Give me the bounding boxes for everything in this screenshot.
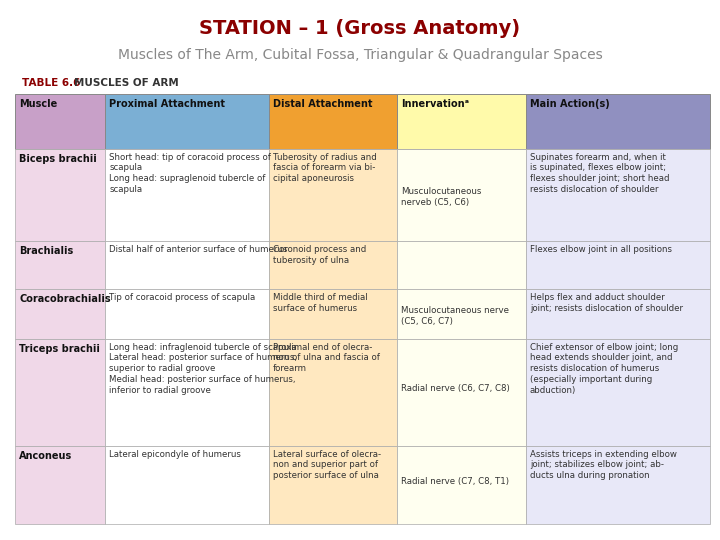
Text: Flexes elbow joint in all positions: Flexes elbow joint in all positions (530, 245, 672, 254)
Bar (15, 339, 105, 445)
Text: Short head: tip of coracoid process of
scapula
Long head: supraglenoid tubercle : Short head: tip of coracoid process of s… (109, 153, 271, 194)
Bar (397, 148, 526, 241)
Text: Assists triceps in extending elbow
joint; stabilizes elbow joint; ab-
ducts ulna: Assists triceps in extending elbow joint… (530, 450, 677, 480)
Bar (269, 446, 397, 524)
Text: Radial nerve (C6, C7, C8): Radial nerve (C6, C7, C8) (401, 384, 510, 393)
Text: Distal half of anterior surface of humerus: Distal half of anterior surface of humer… (109, 245, 288, 254)
Bar (105, 339, 269, 445)
Bar (397, 339, 526, 445)
Text: Biceps brachii: Biceps brachii (19, 154, 96, 164)
Bar (269, 339, 397, 445)
Bar (105, 289, 269, 339)
Bar (105, 148, 269, 241)
Text: Musculocutaneous
nerveb (C5, C6): Musculocutaneous nerveb (C5, C6) (401, 187, 482, 207)
Bar (269, 94, 397, 148)
Bar (269, 148, 397, 241)
Bar (397, 241, 526, 289)
Text: Muscles of The Arm, Cubital Fossa, Triangular & Quadrangular Spaces: Muscles of The Arm, Cubital Fossa, Trian… (117, 48, 603, 62)
Text: Muscle: Muscle (19, 99, 58, 109)
Bar (526, 289, 710, 339)
Bar (526, 94, 710, 148)
Text: MUSCLES OF ARM: MUSCLES OF ARM (74, 78, 179, 88)
Bar (397, 289, 526, 339)
Bar (105, 241, 269, 289)
Bar (105, 94, 269, 148)
Bar (526, 148, 710, 241)
Text: Anconeus: Anconeus (19, 450, 72, 461)
Text: STATION – 1 (Gross Anatomy): STATION – 1 (Gross Anatomy) (199, 18, 521, 37)
Text: Tuberosity of radius and
fascia of forearm via bi-
cipital aponeurosis: Tuberosity of radius and fascia of forea… (273, 153, 377, 183)
Text: Long head: infraglenoid tubercle of scapula
Lateral head: posterior surface of h: Long head: infraglenoid tubercle of scap… (109, 343, 297, 395)
Bar (397, 446, 526, 524)
Bar (269, 241, 397, 289)
Text: Innervationᵃ: Innervationᵃ (401, 99, 469, 109)
Bar (526, 339, 710, 445)
Text: Main Action(s): Main Action(s) (530, 99, 610, 109)
Bar (15, 446, 105, 524)
Text: Lateral surface of olecra-
non and superior part of
posterior surface of ulna: Lateral surface of olecra- non and super… (273, 450, 381, 480)
Text: Supinates forearm and, when it
is supinated, flexes elbow joint;
flexes shoulder: Supinates forearm and, when it is supina… (530, 153, 670, 194)
Text: Proximal Attachment: Proximal Attachment (109, 99, 225, 109)
Text: Helps flex and adduct shoulder
joint; resists dislocation of shoulder: Helps flex and adduct shoulder joint; re… (530, 293, 683, 313)
Bar (15, 94, 105, 148)
Text: Middle third of medial
surface of humerus: Middle third of medial surface of humeru… (273, 293, 367, 313)
Bar (15, 241, 105, 289)
Text: Tip of coracoid process of scapula: Tip of coracoid process of scapula (109, 293, 256, 302)
Text: Chief extensor of elbow joint; long
head extends shoulder joint, and
resists dis: Chief extensor of elbow joint; long head… (530, 343, 678, 395)
Text: Brachialis: Brachialis (19, 246, 73, 256)
Bar (526, 446, 710, 524)
Bar (397, 94, 526, 148)
Text: Radial nerve (C7, C8, T1): Radial nerve (C7, C8, T1) (401, 477, 509, 486)
Text: Coracobrachialis: Coracobrachialis (19, 294, 111, 304)
Text: Musculocutaneous nerve
(C5, C6, C7): Musculocutaneous nerve (C5, C6, C7) (401, 306, 509, 326)
Text: Triceps brachii: Triceps brachii (19, 343, 100, 354)
Text: Distal Attachment: Distal Attachment (273, 99, 372, 109)
Text: Proximal end of olecra-
non of ulna and fascia of
forearm: Proximal end of olecra- non of ulna and … (273, 343, 379, 373)
Text: Coronoid process and
tuberosity of ulna: Coronoid process and tuberosity of ulna (273, 245, 366, 265)
Text: TABLE 6.6: TABLE 6.6 (22, 78, 81, 88)
Bar (526, 241, 710, 289)
Bar (105, 446, 269, 524)
Bar (15, 289, 105, 339)
Bar (269, 289, 397, 339)
Bar (15, 148, 105, 241)
Text: Lateral epicondyle of humerus: Lateral epicondyle of humerus (109, 450, 241, 458)
